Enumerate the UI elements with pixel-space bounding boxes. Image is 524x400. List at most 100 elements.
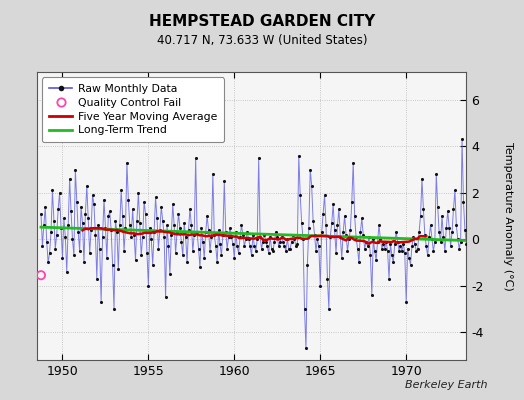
Point bbox=[415, 229, 423, 236]
Point bbox=[353, 245, 362, 252]
Point bbox=[266, 234, 275, 240]
Point bbox=[375, 222, 383, 228]
Point bbox=[116, 222, 124, 228]
Point bbox=[351, 213, 359, 219]
Point bbox=[167, 231, 176, 238]
Point bbox=[260, 231, 269, 238]
Point bbox=[191, 155, 200, 161]
Point bbox=[171, 250, 180, 256]
Point bbox=[232, 229, 240, 236]
Point bbox=[164, 243, 172, 249]
Point bbox=[123, 159, 131, 166]
Point bbox=[156, 227, 164, 233]
Point bbox=[320, 192, 329, 198]
Point bbox=[421, 231, 429, 238]
Point bbox=[52, 231, 61, 238]
Point bbox=[60, 215, 68, 222]
Point bbox=[237, 222, 246, 228]
Point bbox=[304, 224, 313, 231]
Point bbox=[427, 222, 435, 228]
Point bbox=[91, 231, 100, 238]
Point bbox=[133, 218, 141, 224]
Point bbox=[126, 222, 134, 228]
Point bbox=[203, 213, 211, 219]
Point bbox=[73, 199, 81, 205]
Point bbox=[332, 250, 340, 256]
Point bbox=[446, 243, 455, 249]
Point bbox=[389, 259, 398, 266]
Point bbox=[105, 208, 114, 214]
Point bbox=[385, 276, 393, 282]
Point bbox=[417, 213, 425, 219]
Point bbox=[242, 236, 250, 242]
Point bbox=[359, 231, 367, 238]
Point bbox=[150, 229, 158, 236]
Point bbox=[246, 243, 254, 249]
Point bbox=[441, 248, 449, 254]
Point bbox=[132, 257, 140, 263]
Point bbox=[240, 243, 248, 249]
Point bbox=[452, 222, 461, 228]
Point bbox=[285, 245, 293, 252]
Point bbox=[87, 227, 95, 233]
Point bbox=[101, 224, 110, 231]
Point bbox=[431, 238, 439, 245]
Point bbox=[465, 236, 473, 242]
Point bbox=[366, 252, 375, 259]
Point bbox=[292, 243, 300, 249]
Point bbox=[189, 248, 197, 254]
Point bbox=[314, 243, 323, 249]
Point bbox=[234, 250, 243, 256]
Point bbox=[347, 199, 356, 205]
Point bbox=[361, 245, 369, 252]
Point bbox=[458, 136, 466, 142]
Point bbox=[180, 220, 189, 226]
Point bbox=[352, 234, 361, 240]
Point bbox=[398, 248, 406, 254]
Point bbox=[403, 245, 412, 252]
Point bbox=[159, 218, 167, 224]
Point bbox=[249, 231, 257, 238]
Point bbox=[213, 259, 221, 266]
Point bbox=[384, 248, 392, 254]
Point bbox=[46, 250, 54, 256]
Point bbox=[200, 255, 209, 261]
Point bbox=[308, 183, 316, 189]
Point bbox=[309, 218, 318, 224]
Point bbox=[454, 236, 462, 242]
Point bbox=[423, 252, 432, 259]
Point bbox=[146, 224, 154, 231]
Point bbox=[184, 227, 193, 233]
Point bbox=[273, 234, 281, 240]
Point bbox=[433, 204, 442, 210]
Point bbox=[179, 252, 187, 259]
Point bbox=[374, 238, 382, 245]
Point bbox=[56, 190, 64, 196]
Point bbox=[346, 227, 355, 233]
Point bbox=[402, 299, 410, 305]
Point bbox=[363, 243, 372, 249]
Point bbox=[379, 241, 387, 247]
Point bbox=[85, 250, 94, 256]
Point bbox=[239, 231, 247, 238]
Point bbox=[104, 213, 113, 219]
Point bbox=[247, 252, 256, 259]
Point bbox=[236, 234, 244, 240]
Point bbox=[169, 201, 177, 208]
Point bbox=[161, 294, 170, 300]
Point bbox=[328, 220, 336, 226]
Point bbox=[38, 243, 47, 249]
Point bbox=[322, 222, 330, 228]
Point bbox=[185, 206, 194, 212]
Point bbox=[253, 236, 261, 242]
Point bbox=[329, 201, 337, 208]
Point bbox=[148, 262, 157, 268]
Point bbox=[283, 236, 291, 242]
Point bbox=[108, 262, 117, 268]
Point bbox=[71, 166, 80, 173]
Point bbox=[222, 229, 230, 236]
Point bbox=[245, 236, 253, 242]
Point bbox=[336, 234, 344, 240]
Point bbox=[199, 238, 207, 245]
Point bbox=[147, 236, 156, 242]
